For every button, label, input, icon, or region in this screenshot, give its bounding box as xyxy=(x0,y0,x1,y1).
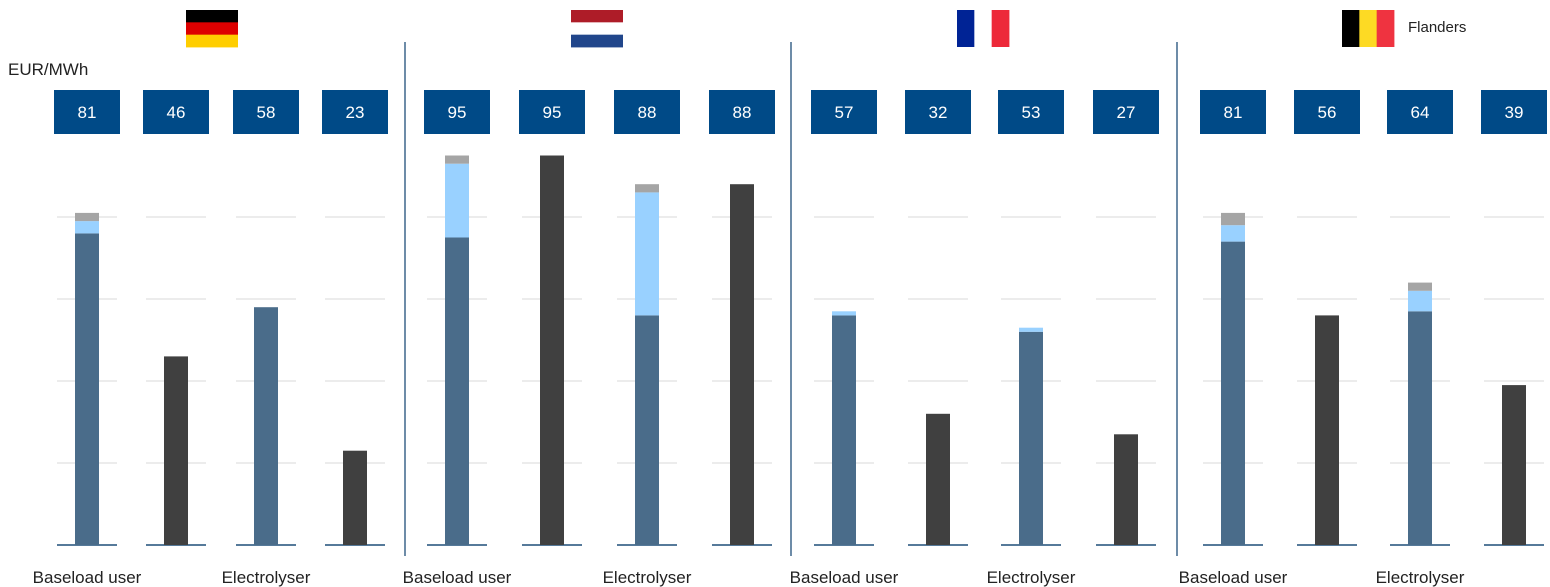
value-box xyxy=(519,90,585,134)
flag-stripe xyxy=(571,34,623,48)
bar-segment-dark xyxy=(730,184,754,545)
data-label: 95 xyxy=(448,103,467,122)
bar-segment-base xyxy=(832,315,856,545)
x-tick-label: Electrolyser xyxy=(987,568,1076,587)
bar-segment-light-blue xyxy=(1019,327,1043,332)
bar-segment-light-blue xyxy=(445,163,469,238)
value-box xyxy=(143,90,209,134)
flag-stripe xyxy=(957,10,975,47)
value-box xyxy=(811,90,877,134)
bar-segment-dark xyxy=(1315,315,1339,545)
value-box xyxy=(1387,90,1453,134)
value-box xyxy=(1200,90,1266,134)
bar-segment-base xyxy=(75,233,99,545)
bar-segment-base xyxy=(445,237,469,545)
data-label: 88 xyxy=(733,103,752,122)
bar-segment-dark xyxy=(343,450,367,545)
data-label: 53 xyxy=(1022,103,1041,122)
value-box xyxy=(322,90,388,134)
france-flag-icon xyxy=(957,10,1010,47)
x-tick-label: Electrolyser xyxy=(1376,568,1465,587)
y-axis-unit-label: EUR/MWh xyxy=(8,60,89,79)
value-box xyxy=(998,90,1064,134)
bar-segment-base xyxy=(1019,331,1043,545)
value-box xyxy=(1294,90,1360,134)
bar-segment-grey xyxy=(1221,212,1245,226)
value-box xyxy=(233,90,299,134)
bar-segment-light-blue xyxy=(75,221,99,234)
flag-stripe xyxy=(1342,10,1360,47)
data-label: 95 xyxy=(543,103,562,122)
data-label: 88 xyxy=(638,103,657,122)
flag-stripe xyxy=(571,22,623,36)
bar-segment-grey xyxy=(635,184,659,193)
bar-segment-dark xyxy=(1114,434,1138,545)
bar-segment-dark xyxy=(926,413,950,545)
bar-segment-base xyxy=(635,315,659,545)
flag-stripe xyxy=(974,10,993,47)
bar-segment-base xyxy=(1221,241,1245,545)
data-label: 32 xyxy=(929,103,948,122)
value-box xyxy=(1481,90,1547,134)
flanders-label: Flanders xyxy=(1408,19,1467,36)
bar-segment-base xyxy=(1408,311,1432,545)
data-label: 39 xyxy=(1505,103,1524,122)
bar-segment-light-blue xyxy=(1221,225,1245,242)
data-label: 64 xyxy=(1411,103,1430,122)
data-label: 46 xyxy=(167,103,186,122)
x-tick-label: Baseload user xyxy=(33,568,142,587)
belgium-flag-icon xyxy=(1342,10,1395,47)
flag-stripe xyxy=(1359,10,1378,47)
netherlands-flag-icon xyxy=(571,10,623,48)
bar-segment-base xyxy=(254,307,278,545)
bar-segment-dark xyxy=(164,356,188,545)
data-label: 27 xyxy=(1117,103,1136,122)
value-box xyxy=(614,90,680,134)
value-box xyxy=(424,90,490,134)
flag-stripe xyxy=(571,10,623,23)
x-tick-label: Baseload user xyxy=(790,568,899,587)
data-label: 81 xyxy=(1224,103,1243,122)
bar-segment-dark xyxy=(1502,385,1526,545)
value-box xyxy=(54,90,120,134)
data-label: 56 xyxy=(1318,103,1337,122)
germany-flag-icon xyxy=(186,10,238,48)
bar-segment-dark xyxy=(540,155,564,545)
x-tick-label: Electrolyser xyxy=(222,568,311,587)
flag-stripe xyxy=(991,10,1010,47)
bar-segment-grey xyxy=(1408,282,1432,291)
bar-segment-grey xyxy=(445,155,469,164)
flag-stripe xyxy=(186,10,238,23)
flag-stripe xyxy=(186,34,238,48)
bar-segment-grey xyxy=(75,212,99,222)
flag-stripe xyxy=(186,22,238,36)
value-box xyxy=(905,90,971,134)
x-tick-label: Baseload user xyxy=(1179,568,1288,587)
x-tick-label: Electrolyser xyxy=(603,568,692,587)
bar-segment-light-blue xyxy=(832,311,856,316)
data-label: 23 xyxy=(346,103,365,122)
value-box xyxy=(709,90,775,134)
x-tick-label: Baseload user xyxy=(403,568,512,587)
value-box xyxy=(1093,90,1159,134)
bar-segment-light-blue xyxy=(1408,290,1432,312)
bar-segment-light-blue xyxy=(635,192,659,316)
data-label: 57 xyxy=(835,103,854,122)
flag-stripe xyxy=(1376,10,1395,47)
data-label: 81 xyxy=(78,103,97,122)
data-label: 58 xyxy=(257,103,276,122)
